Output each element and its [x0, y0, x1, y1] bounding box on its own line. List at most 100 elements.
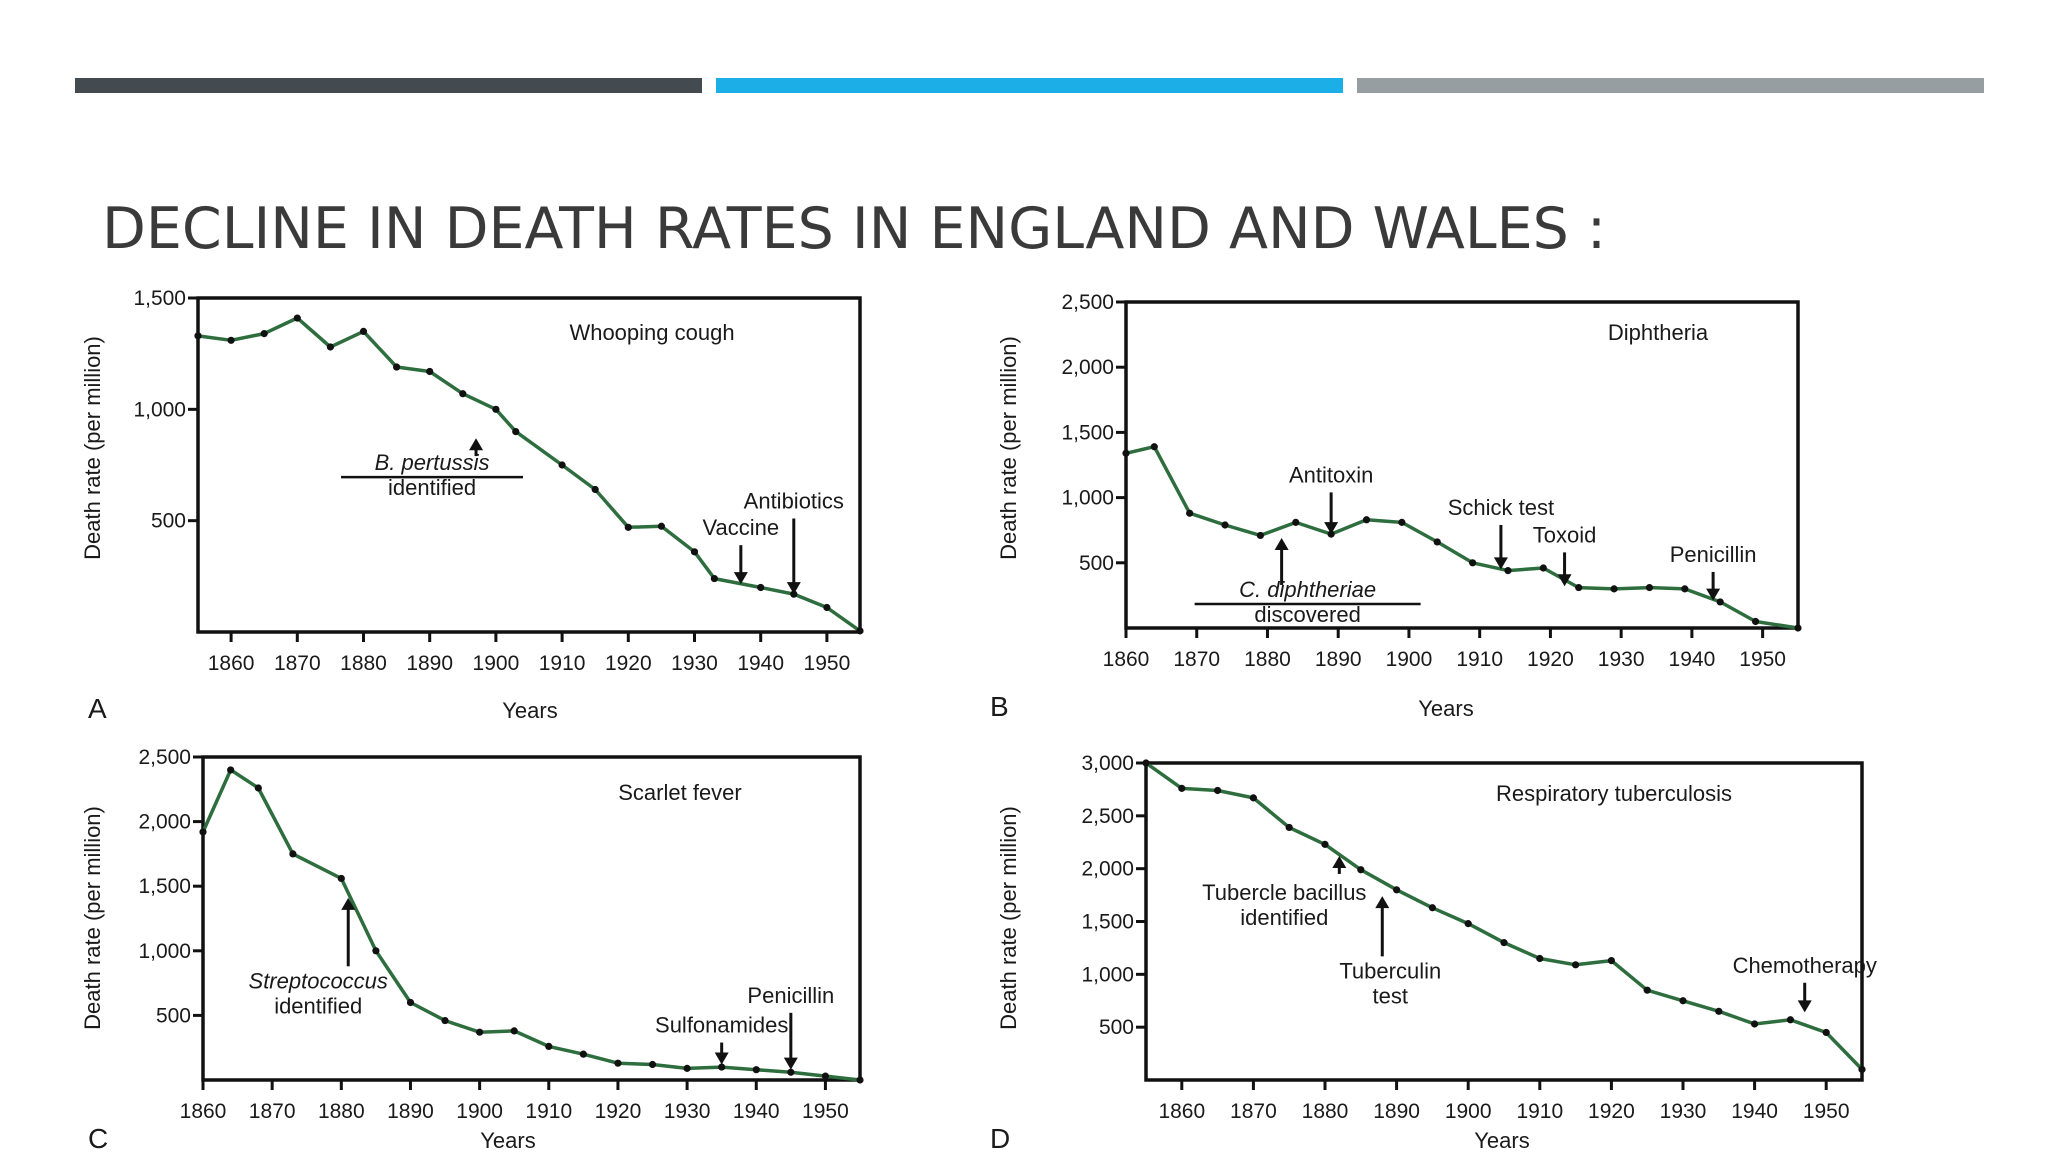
data-point — [1249, 794, 1257, 802]
y-tick-label: 500 — [156, 1004, 191, 1027]
plot-frame — [201, 755, 862, 1082]
panel-letter: D — [990, 1123, 1010, 1152]
y-axis-label: Death rate (per million) — [996, 336, 1021, 560]
y-axis-label: Death rate (per million) — [80, 806, 105, 1030]
data-point — [1575, 583, 1583, 592]
x-tick-label: 1860 — [208, 652, 255, 675]
chart-panel-c: 1860 1870 1880 1890 1900 1910 1920 1930 1940 1950… — [80, 746, 864, 1152]
x-tick-label: 1900 — [473, 652, 520, 675]
data-point — [293, 314, 301, 322]
x-tick-label: 1950 — [1803, 1100, 1850, 1123]
x-tick-label: 1920 — [1588, 1100, 1635, 1123]
annotation-label: Antibiotics — [744, 488, 844, 513]
data-point — [426, 367, 434, 376]
annotation: Penicillin — [1670, 542, 1757, 601]
x-tick-label: 1880 — [1244, 648, 1291, 671]
data-point — [787, 1068, 795, 1076]
x-tick-label: 1860 — [1103, 648, 1150, 671]
data-point — [393, 363, 401, 371]
x-tick-label: 1900 — [456, 1100, 503, 1123]
x-tick-label: 1890 — [1373, 1100, 1420, 1123]
data-point — [683, 1064, 691, 1072]
x-tick-label: 1920 — [1527, 648, 1574, 671]
x-tick-label: 1910 — [1516, 1100, 1563, 1123]
data-point — [1504, 567, 1512, 575]
data-point — [558, 461, 566, 469]
data-point — [624, 523, 632, 531]
data-point — [657, 522, 666, 530]
annotation-label: Sulfonamides — [655, 1013, 788, 1038]
y-tick-label: 3,000 — [1081, 752, 1134, 775]
y-axis-label: Death rate (per million) — [996, 806, 1021, 1030]
x-axis-label: Years — [502, 698, 557, 723]
data-point — [406, 998, 415, 1007]
data-point — [1751, 1020, 1759, 1028]
data-point — [1536, 954, 1544, 963]
data-point — [227, 336, 235, 344]
y-tick-label: 1,500 — [1061, 421, 1114, 444]
chart-panel-d: 1860 1870 1880 1890 1900 1910 1920 1930 1940 1950… — [990, 752, 1877, 1152]
annotation: Schick test — [1448, 495, 1554, 570]
data-point — [326, 343, 334, 351]
data-point — [1464, 920, 1472, 928]
data-point — [718, 1063, 726, 1071]
x-tick-label: 1880 — [340, 652, 387, 675]
plot-frame — [1124, 300, 1800, 630]
data-point — [227, 766, 235, 774]
chart-title: Whooping cough — [569, 320, 734, 345]
data-point — [289, 850, 297, 858]
data-point — [194, 332, 202, 340]
data-point — [757, 583, 765, 592]
panel-letter: B — [990, 691, 1009, 722]
data-point — [1433, 538, 1441, 546]
chart-title: Respiratory tuberculosis — [1496, 781, 1732, 806]
data-point — [512, 428, 520, 436]
data-point — [1469, 559, 1477, 567]
x-tick-label: 1920 — [605, 652, 652, 675]
x-tick-label: 1950 — [802, 1100, 849, 1123]
annotation-label: Streptococcus — [249, 968, 388, 993]
data-point — [823, 603, 831, 612]
panel-letter: A — [88, 693, 107, 724]
annotation-arrow-head — [1797, 1000, 1812, 1013]
data-point — [1398, 518, 1406, 526]
y-tick-label: 1,000 — [1081, 963, 1134, 986]
annotation: Antibiotics — [744, 488, 844, 595]
y-axis-label: Death rate (per million) — [80, 336, 105, 560]
data-point — [1794, 624, 1802, 632]
chart-title: Scarlet fever — [618, 780, 742, 805]
x-tick-label: 1860 — [180, 1100, 227, 1123]
x-tick-label: 1930 — [671, 652, 718, 675]
x-tick-label: 1910 — [525, 1100, 572, 1123]
data-point — [1822, 1028, 1830, 1037]
x-tick-label: 1870 — [249, 1100, 296, 1123]
annotation-arrow-head — [1274, 538, 1289, 551]
x-tick-label: 1900 — [1445, 1100, 1492, 1123]
data-point — [492, 405, 500, 413]
data-point — [790, 590, 798, 598]
data-point — [856, 627, 864, 635]
data-point — [1539, 564, 1547, 572]
x-tick-label: 1890 — [406, 652, 453, 675]
data-point — [1679, 997, 1687, 1005]
slide-title: DECLINE IN DEATH RATES IN ENGLAND AND WA… — [102, 196, 1607, 262]
data-point — [1186, 509, 1194, 517]
y-tick-label: 2,000 — [1061, 356, 1114, 379]
x-tick-label: 1930 — [1598, 648, 1645, 671]
annotation-label: Schick test — [1448, 495, 1554, 520]
y-tick-label: 1,500 — [138, 875, 191, 898]
x-axis-label: Years — [1474, 1128, 1529, 1152]
annotation-arrow-head — [1706, 588, 1721, 601]
chart-title: Diphtheria — [1608, 320, 1709, 345]
panel-letter: C — [88, 1123, 108, 1152]
annotation-arrow-head — [783, 1057, 798, 1070]
data-point — [372, 947, 380, 955]
x-tick-label: 1930 — [664, 1100, 711, 1123]
data-point — [591, 485, 599, 494]
chart-panel-a: 1860 1870 1880 1890 1900 1910 1920 1930 1940 1950… — [80, 287, 864, 724]
data-point — [1178, 784, 1186, 792]
annotation-arrow-head — [1493, 557, 1508, 570]
data-point — [1645, 583, 1654, 592]
